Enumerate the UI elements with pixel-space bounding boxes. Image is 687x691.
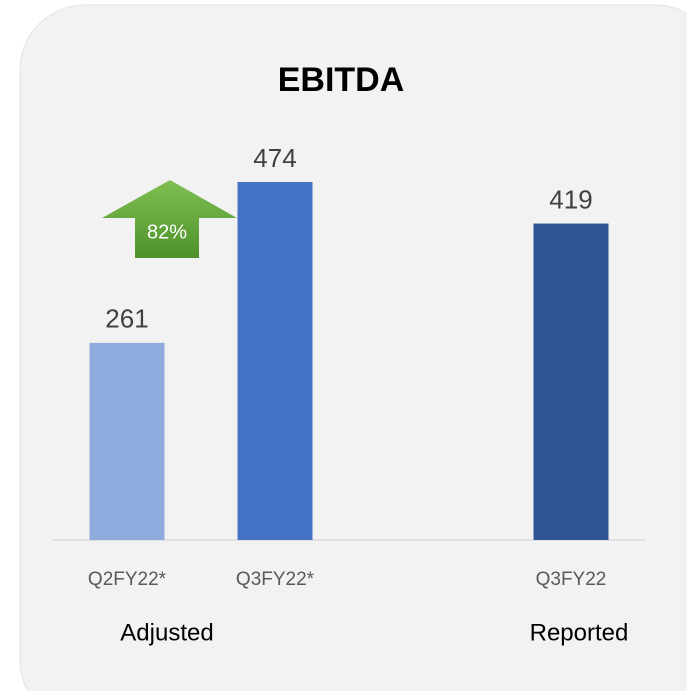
x-tick-label: Q3FY22* [236,569,315,590]
value-label: 261 [105,304,148,334]
panel [19,4,687,691]
group-label: Reported [530,619,629,646]
bar [237,182,313,540]
change-arrow [102,180,237,258]
bar [533,223,609,540]
group-label: Adjusted [120,619,213,646]
x-tick-label: Q3FY22 [536,569,607,590]
value-label: 419 [549,184,592,214]
change-label: 82% [147,221,187,243]
bar [89,342,165,540]
x-tick-label: Q2FY22* [88,569,167,590]
chart-title: EBITDA [278,61,405,99]
value-label: 474 [253,143,296,173]
